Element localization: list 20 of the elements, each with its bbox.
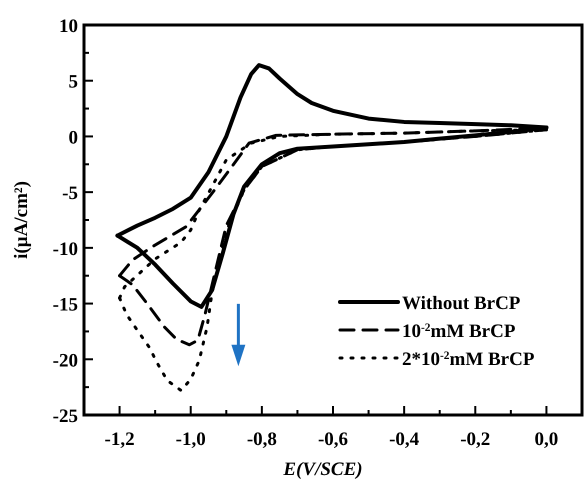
y-tick-label: 10 [59, 16, 78, 37]
x-tick-label: -0,8 [246, 429, 277, 450]
y-tick-label: -10 [52, 238, 78, 260]
x-tick-label: -0,2 [460, 429, 490, 450]
legend-label: 10$^{-2}$mM BrCP [402, 321, 516, 342]
legend-label: 2*10$^{-2}$mM BrCP [402, 349, 535, 370]
x-tick-label: -0,6 [318, 429, 348, 450]
y-axis-title: i(µA/cm²) [11, 181, 32, 259]
y-tick-label: 5 [68, 72, 78, 93]
y-tick-label: -15 [52, 294, 78, 316]
y-tick-label: -20 [52, 350, 78, 372]
y-tick-label: -5 [62, 183, 78, 204]
x-tick-label: -1,2 [104, 429, 135, 450]
x-tick-label: 0,0 [534, 429, 558, 450]
x-tick-label: -1,0 [176, 429, 206, 450]
x-tick-label: -0,4 [389, 429, 420, 450]
legend-label: Without BrCP [402, 293, 521, 314]
y-tick-label: -25 [52, 406, 78, 427]
y-tick-label: 0 [68, 127, 78, 148]
x-axis-title: E(V/SCE) [282, 459, 363, 480]
